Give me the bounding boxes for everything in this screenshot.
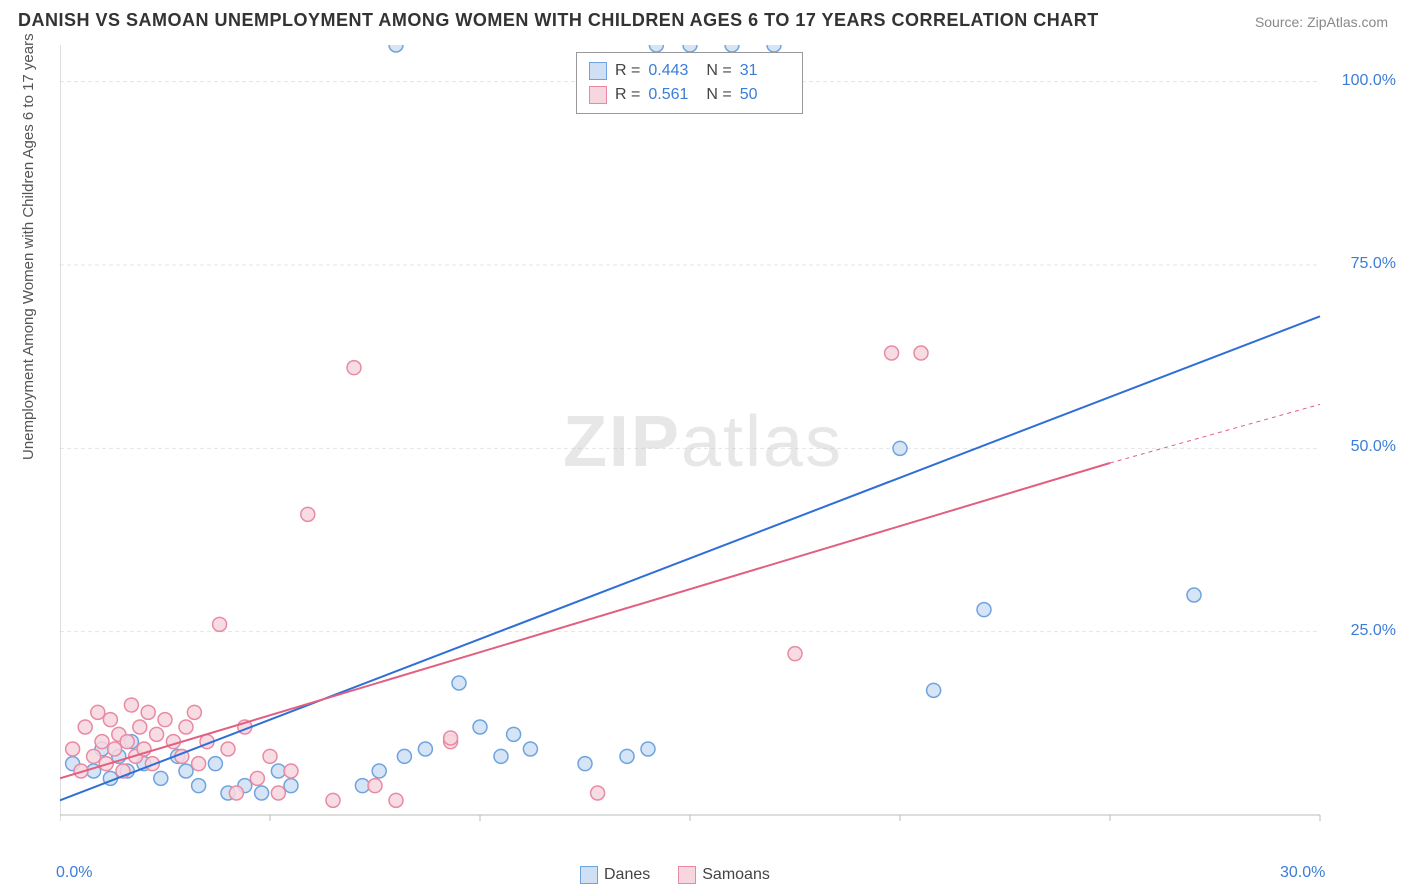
r-value-samoans: 0.561: [648, 83, 698, 107]
stats-row-danes: R = 0.443 N = 31: [589, 59, 790, 83]
stats-box: R = 0.443 N = 31 R = 0.561 N = 50: [576, 52, 803, 114]
scatter-chart: [60, 45, 1360, 845]
n-label: N =: [706, 83, 731, 107]
y-tick-label: 25.0%: [1351, 622, 1396, 640]
stats-row-samoans: R = 0.561 N = 50: [589, 83, 790, 107]
n-label: N =: [706, 59, 731, 83]
y-tick-label: 75.0%: [1351, 255, 1396, 273]
legend: Danes Samoans: [580, 866, 770, 884]
legend-label-danes: Danes: [604, 866, 650, 883]
source-label: Source: ZipAtlas.com: [1255, 14, 1388, 30]
x-tick-label: 30.0%: [1280, 864, 1325, 882]
chart-title: DANISH VS SAMOAN UNEMPLOYMENT AMONG WOME…: [18, 10, 1099, 31]
r-value-danes: 0.443: [648, 59, 698, 83]
chart-container: DANISH VS SAMOAN UNEMPLOYMENT AMONG WOME…: [0, 0, 1406, 892]
legend-swatch-samoans: [678, 866, 696, 884]
r-label: R =: [615, 59, 640, 83]
y-tick-label: 100.0%: [1342, 72, 1396, 90]
legend-item-danes: Danes: [580, 866, 650, 884]
n-value-danes: 31: [740, 59, 790, 83]
n-value-samoans: 50: [740, 83, 790, 107]
y-axis-label: Unemployment Among Women with Children A…: [20, 33, 37, 460]
legend-label-samoans: Samoans: [702, 866, 770, 883]
legend-item-samoans: Samoans: [678, 866, 770, 884]
legend-swatch-danes: [580, 866, 598, 884]
x-tick-label: 0.0%: [56, 864, 92, 882]
swatch-samoans: [589, 86, 607, 104]
y-tick-label: 50.0%: [1351, 438, 1396, 456]
r-label: R =: [615, 83, 640, 107]
swatch-danes: [589, 62, 607, 80]
